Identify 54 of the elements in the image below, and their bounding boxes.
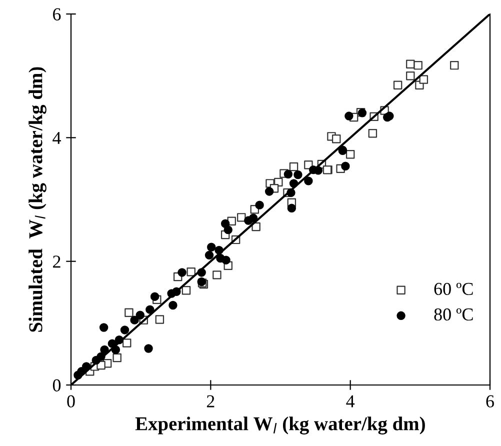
point — [344, 112, 354, 120]
point — [368, 128, 378, 138]
x-tick-label: 4 — [346, 395, 355, 408]
y-tick-label: 0 — [52, 379, 61, 392]
point — [244, 216, 253, 225]
point — [224, 225, 232, 234]
point — [393, 80, 402, 90]
point — [284, 170, 293, 179]
point — [120, 326, 130, 334]
point — [304, 176, 313, 186]
point — [264, 187, 274, 196]
point — [99, 323, 108, 332]
y-tick-label: 2 — [53, 256, 60, 268]
point — [204, 250, 214, 260]
point — [212, 270, 222, 280]
point — [182, 286, 191, 295]
point — [341, 162, 350, 170]
point — [252, 222, 260, 232]
point — [150, 292, 160, 301]
point — [130, 316, 139, 324]
point — [144, 344, 153, 353]
point — [346, 150, 355, 159]
x-axis-title: Experimental W$_{l}$ (kg water/kg dm) — [135, 416, 425, 434]
point — [112, 353, 122, 362]
point — [385, 112, 394, 120]
point — [155, 315, 164, 324]
point — [255, 200, 264, 210]
point — [294, 170, 302, 180]
point — [289, 162, 298, 172]
point — [178, 268, 186, 277]
point — [124, 308, 134, 318]
y-tick-label: 4 — [52, 132, 61, 144]
point — [406, 60, 415, 68]
x-tick-label: 0 — [67, 395, 75, 408]
point — [450, 60, 459, 70]
point — [406, 71, 415, 80]
point — [186, 267, 196, 276]
point — [136, 310, 144, 320]
x-tick-label: 2 — [206, 395, 214, 408]
x-tick-label: 6 — [486, 395, 494, 408]
point — [332, 134, 341, 144]
point — [207, 242, 216, 252]
point — [419, 75, 428, 84]
y-axis-title: Simulated W$_{l}$ (kg water/kg dm) — [28, 67, 46, 332]
legend-label: 80 ºC — [434, 308, 473, 321]
point — [122, 338, 132, 348]
point — [414, 60, 422, 70]
legend-label: 60 ºC — [434, 282, 473, 296]
point — [237, 213, 246, 222]
y-tick-label: 6 — [53, 8, 61, 20]
point — [287, 204, 296, 213]
point — [146, 305, 154, 314]
point — [222, 256, 230, 264]
point — [168, 300, 178, 310]
